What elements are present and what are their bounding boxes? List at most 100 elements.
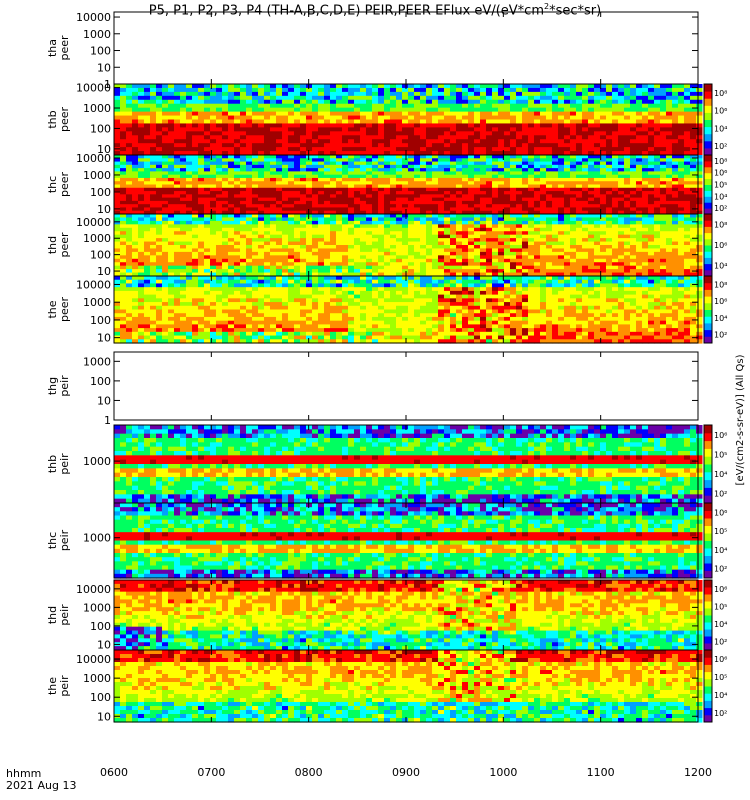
heat-cell — [576, 115, 583, 121]
heat-cell — [342, 265, 349, 270]
heat-cell — [456, 95, 463, 101]
heat-cell — [420, 245, 427, 250]
heat-cell — [324, 123, 331, 128]
heat-cell — [402, 272, 409, 277]
heat-cell — [420, 258, 427, 263]
heat-cell — [204, 251, 211, 256]
heat-cell — [354, 161, 361, 166]
heat-cell — [162, 155, 169, 159]
heat-cell — [558, 241, 565, 246]
heat-cell — [492, 238, 499, 243]
heat-cell — [378, 241, 385, 246]
heat-cell — [396, 255, 403, 260]
heat-cell — [156, 155, 163, 159]
heat-cell — [486, 255, 493, 260]
heat-cell — [276, 191, 283, 195]
heat-cell — [228, 99, 235, 105]
heat-cell — [246, 84, 253, 89]
heat-cell — [522, 238, 529, 243]
heat-cell — [126, 119, 133, 125]
heat-cell — [438, 174, 445, 179]
heat-cell — [414, 234, 421, 239]
heat-cell — [156, 181, 163, 186]
heat-cell — [672, 161, 679, 166]
heat-cell — [294, 174, 301, 179]
heat-cell — [474, 91, 481, 97]
heat-cell — [510, 135, 517, 140]
heat-cell — [516, 238, 523, 243]
heat-cell — [432, 84, 439, 89]
heat-cell — [204, 258, 211, 263]
heat-cell — [162, 269, 169, 274]
heat-cell — [390, 174, 397, 179]
heat-cell — [510, 214, 517, 219]
heat-cell — [468, 99, 475, 105]
heat-cell — [390, 107, 397, 113]
heat-cell — [276, 135, 283, 140]
heat-cell — [156, 248, 163, 253]
heat-cell — [252, 217, 259, 222]
heat-cell — [540, 181, 547, 186]
heat-cell — [258, 272, 265, 277]
heat-cell — [342, 155, 349, 159]
heat-cell — [144, 158, 151, 163]
heat-cell — [384, 227, 391, 232]
heat-cell — [654, 181, 661, 186]
heat-cell — [264, 200, 271, 205]
heat-cell — [324, 99, 331, 105]
heat-cell — [480, 210, 487, 215]
heat-cell — [432, 258, 439, 263]
heat-cell — [390, 224, 397, 229]
heat-cell — [150, 155, 157, 159]
heat-cell — [582, 187, 589, 192]
heat-cell — [342, 177, 349, 182]
heat-cell — [228, 255, 235, 260]
heat-cell — [336, 151, 343, 156]
heat-cell — [390, 272, 397, 277]
heat-cell — [342, 171, 349, 176]
heat-cell — [222, 258, 229, 263]
heat-cell — [684, 184, 691, 189]
heat-cell — [384, 95, 391, 101]
heat-cell — [402, 265, 409, 270]
heat-cell — [300, 84, 307, 89]
heat-cell — [558, 147, 565, 152]
heat-cell — [492, 220, 499, 225]
heat-cell — [660, 161, 667, 166]
y-axis-label: thb — [46, 110, 59, 128]
heat-cell — [306, 103, 313, 109]
heat-cell — [114, 204, 121, 209]
heat-cell — [624, 191, 631, 195]
heat-cell — [384, 164, 391, 169]
heat-cell — [246, 103, 253, 109]
heat-cell — [456, 191, 463, 195]
heat-cell — [348, 251, 355, 256]
heat-cell — [210, 161, 217, 166]
heat-cell — [510, 227, 517, 232]
heat-cell — [312, 95, 319, 101]
heat-cell — [504, 155, 511, 159]
heat-cell — [294, 155, 301, 159]
heat-cell — [672, 135, 679, 140]
heat-cell — [156, 227, 163, 232]
heat-cell — [522, 143, 529, 148]
heat-cell — [450, 191, 457, 195]
heat-cell — [330, 210, 337, 215]
heat-cell — [612, 115, 619, 121]
heat-cell — [486, 207, 493, 212]
heat-cell — [348, 204, 355, 209]
heat-cell — [588, 131, 595, 136]
heat-cell — [618, 95, 625, 101]
heat-cell — [456, 127, 463, 132]
heat-cell — [522, 99, 529, 105]
heat-cell — [504, 194, 511, 199]
heat-cell — [516, 191, 523, 195]
heat-cell — [204, 123, 211, 128]
heat-cell — [480, 177, 487, 182]
heat-cell — [132, 99, 139, 105]
heat-cell — [546, 123, 553, 128]
heat-cell — [366, 107, 373, 113]
heat-cell — [510, 123, 517, 128]
heat-cell — [126, 103, 133, 109]
heat-cell — [390, 181, 397, 186]
